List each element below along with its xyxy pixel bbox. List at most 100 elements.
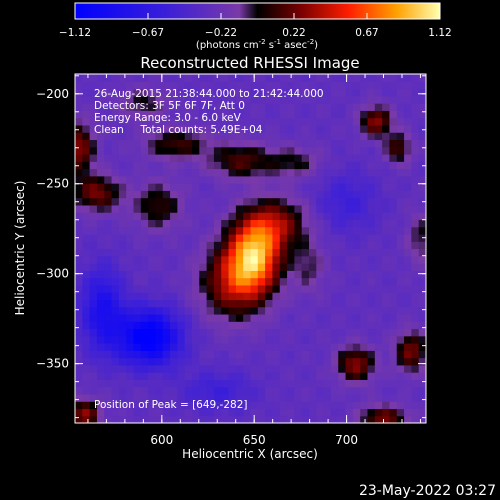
heatmap-cell: [309, 401, 317, 410]
heatmap-cell: [389, 415, 398, 423]
heatmap-cell: [382, 233, 391, 242]
heatmap-cell: [352, 357, 361, 366]
heatmap-cell: [382, 343, 391, 351]
heatmap-cell: [148, 357, 157, 366]
heatmap-cell: [155, 117, 164, 126]
heatmap-cell: [126, 335, 135, 344]
heatmap-cell: [345, 321, 354, 330]
heatmap-cell: [170, 335, 178, 344]
heatmap-cell: [404, 343, 412, 351]
heatmap-cell: [272, 132, 281, 141]
heatmap-cell: [309, 284, 317, 293]
heatmap-cell: [301, 219, 310, 228]
heatmap-cell: [345, 81, 354, 90]
heatmap-cell: [184, 263, 193, 271]
heatmap-cell: [170, 161, 178, 170]
heatmap-cell: [316, 233, 325, 242]
heatmap-cell: [126, 183, 135, 191]
heatmap-cell: [287, 350, 295, 359]
heatmap-cell: [323, 292, 332, 300]
heatmap-cell: [170, 379, 178, 388]
heatmap-cell: [82, 124, 91, 133]
colorbar-tick-label: 0.67: [355, 27, 378, 39]
heatmap-cell: [75, 313, 83, 322]
heatmap-cell: [279, 372, 288, 380]
heatmap-cell: [111, 139, 120, 148]
heatmap-cell: [309, 415, 317, 423]
heatmap-cell: [111, 299, 120, 308]
heatmap-cell: [279, 183, 288, 191]
heatmap-cell: [162, 153, 171, 162]
heatmap-cell: [133, 88, 142, 97]
heatmap-cell: [309, 343, 317, 351]
heatmap-cell: [418, 321, 426, 330]
heatmap-cell: [75, 103, 83, 111]
heatmap-cell: [221, 226, 230, 235]
heatmap-cell: [111, 124, 120, 133]
heatmap-cell: [367, 335, 376, 344]
heatmap-cell: [279, 168, 288, 177]
heatmap-cell: [352, 197, 361, 206]
heatmap-cell: [257, 146, 266, 155]
heatmap-cell: [411, 364, 420, 373]
heatmap-cell: [352, 277, 361, 286]
heatmap-cell: [133, 190, 142, 199]
heatmap-cell: [75, 343, 83, 351]
heatmap-cell: [213, 335, 222, 344]
heatmap-cell: [104, 270, 113, 279]
heatmap-cell: [323, 226, 332, 235]
heatmap-cell: [213, 110, 222, 119]
heatmap-cell: [404, 393, 412, 402]
heatmap-cell: [82, 343, 91, 351]
colorbar-tick-label: −0.22: [205, 27, 237, 39]
heatmap-cell: [206, 95, 215, 104]
heatmap-cell: [192, 393, 200, 402]
heatmap-cell: [338, 146, 347, 155]
heatmap-cell: [206, 81, 215, 90]
heatmap-cell: [389, 110, 398, 119]
heatmap-cell: [104, 175, 113, 184]
heatmap-cell: [287, 103, 295, 111]
heatmap-cell: [316, 401, 325, 410]
heatmap-image: [75, 74, 426, 423]
heatmap-cell: [338, 190, 347, 199]
heatmap-cell: [323, 255, 332, 264]
heatmap-cell: [118, 190, 127, 199]
heatmap-cell: [389, 88, 398, 97]
heatmap-cell: [140, 110, 149, 119]
heatmap-cell: [96, 270, 105, 279]
heatmap-cell: [192, 161, 200, 170]
heatmap-cell: [301, 117, 310, 126]
heatmap-cell: [206, 139, 215, 148]
heatmap-cell: [184, 386, 193, 395]
heatmap-cell: [411, 219, 420, 228]
heatmap-cell: [118, 299, 127, 308]
heatmap-cell: [382, 88, 391, 97]
heatmap-cell: [257, 153, 266, 162]
heatmap-cell: [126, 270, 135, 279]
heatmap-cell: [228, 103, 237, 111]
heatmap-cell: [243, 74, 252, 82]
heatmap-cell: [360, 299, 369, 308]
heatmap-cell: [374, 415, 383, 423]
heatmap-cell: [111, 161, 120, 170]
heatmap-cell: [170, 408, 178, 417]
heatmap-cell: [170, 343, 178, 351]
heatmap-cell: [177, 226, 186, 235]
heatmap-cell: [213, 277, 222, 286]
heatmap-cell: [162, 110, 171, 119]
heatmap-cell: [309, 321, 317, 330]
heatmap-cell: [228, 219, 237, 228]
heatmap-cell: [367, 110, 376, 119]
heatmap-cell: [404, 270, 412, 279]
heatmap-cell: [316, 241, 325, 250]
heatmap-cell: [389, 190, 398, 199]
heatmap-cell: [257, 117, 266, 126]
heatmap-cell: [82, 255, 91, 264]
heatmap-cell: [148, 175, 157, 184]
heatmap-cell: [126, 124, 135, 133]
heatmap-cell: [235, 255, 244, 264]
heatmap-cell: [126, 161, 135, 170]
heatmap-cell: [104, 74, 113, 82]
heatmap-cell: [192, 233, 200, 242]
